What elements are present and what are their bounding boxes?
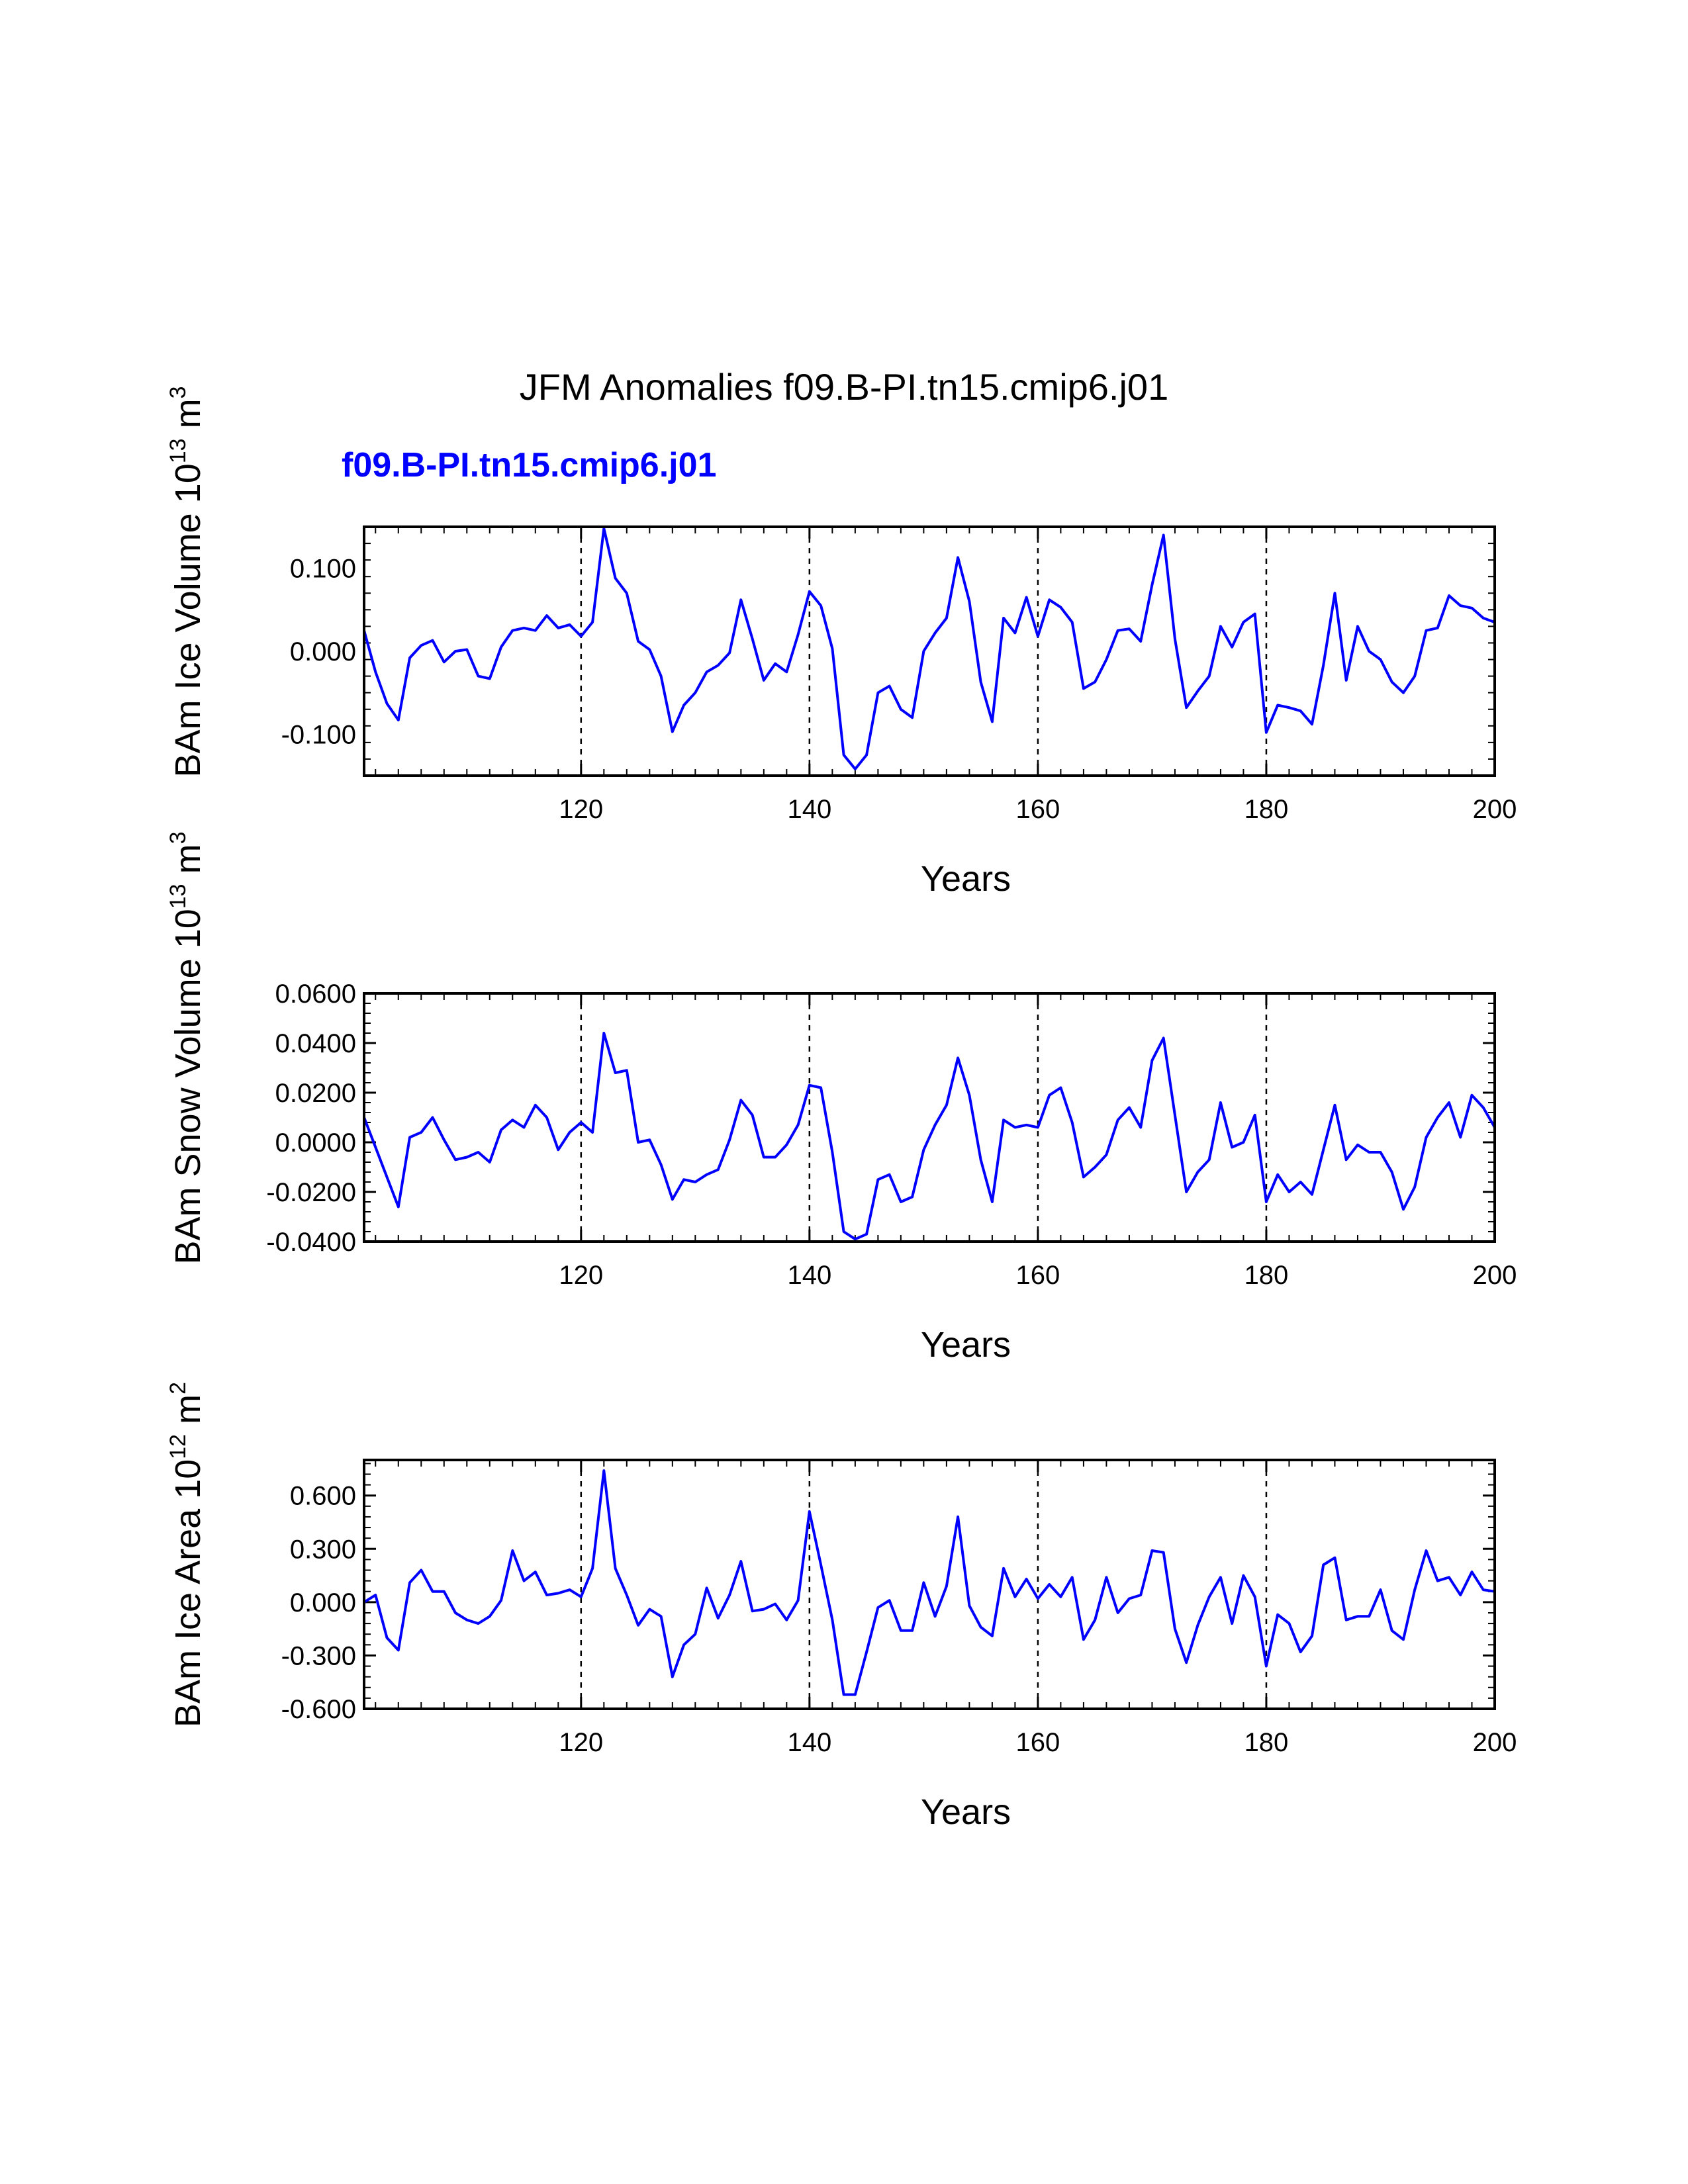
x-tick-label-120: 120	[559, 1728, 603, 1757]
y-label-unit: m	[168, 1394, 208, 1434]
x-tick-label-180: 180	[1244, 1261, 1289, 1290]
plot-frame	[363, 1459, 1496, 1710]
y-label-exponent: 13	[165, 884, 191, 909]
y-label-unit-exponent: 3	[165, 387, 191, 399]
series-line	[363, 1469, 1495, 1696]
y-tick-label: -0.0200	[266, 1178, 356, 1207]
x-axis-label: Years	[921, 1792, 1011, 1832]
y-tick-label: 0.0000	[275, 1128, 356, 1158]
x-tick-label-160: 160	[1016, 795, 1060, 824]
y-label-exponent: 12	[165, 1434, 191, 1459]
y-tick-label: 0.0600	[275, 979, 356, 1009]
x-tick-label-140: 140	[787, 795, 831, 824]
x-tick-label-160: 160	[1016, 1261, 1060, 1290]
x-tick-label-140: 140	[787, 1728, 831, 1757]
y-tick-label: 0.100	[290, 555, 356, 584]
panel-2: 120 140 160 180 200 -0.0400 -0.0200 0.0000 0.020…	[165, 831, 1517, 1365]
y-label-exponent: 13	[165, 438, 191, 463]
y-label-unit-exponent: 3	[165, 831, 191, 844]
plot-frame	[363, 992, 1496, 1243]
series-line	[363, 1032, 1496, 1241]
y-tick-label: 0.000	[290, 637, 356, 666]
x-tick-label-120: 120	[559, 1261, 603, 1290]
y-axis-label: BAm Snow Volume 1013 m3	[165, 831, 208, 1264]
y-tick-label: 0.600	[290, 1482, 356, 1511]
y-label-unit: m	[168, 844, 208, 884]
x-tick-label-200: 200	[1473, 1261, 1517, 1290]
y-axis-label: BAm Ice Volume 1013 m3	[165, 387, 208, 778]
x-tick-label-140: 140	[787, 1261, 831, 1290]
y-tick-label: 0.0200	[275, 1079, 356, 1108]
y-label-main: BAm Snow Volume 10	[168, 909, 208, 1264]
y-label-main: BAm Ice Area 10	[168, 1459, 208, 1727]
y-tick-label: 0.0400	[275, 1029, 356, 1058]
plot-frame	[363, 525, 1496, 777]
y-label-main: BAm Ice Volume 10	[168, 463, 208, 777]
x-tick-label-180: 180	[1244, 1728, 1289, 1757]
y-label-unit: m	[168, 398, 208, 438]
y-tick-label: -0.600	[281, 1695, 356, 1724]
x-tick-label-120: 120	[559, 795, 603, 824]
y-tick-label: -0.100	[281, 720, 356, 749]
y-tick-label: -0.0400	[266, 1228, 356, 1257]
y-tick-label: -0.300	[281, 1641, 356, 1670]
series-line	[363, 527, 1495, 770]
x-tick-label-180: 180	[1244, 795, 1289, 824]
x-axis-label: Years	[921, 1325, 1011, 1365]
y-tick-label: 0.300	[290, 1535, 356, 1564]
panel-3: 120 140 160 180 200 -0.600 -0.300 0.000 0.300 0.6…	[165, 1382, 1517, 1832]
x-tick-label-200: 200	[1473, 795, 1517, 824]
chart-title: JFM Anomalies f09.B-PI.tn15.cmip6.j01	[520, 366, 1168, 408]
x-axis-label: Years	[921, 859, 1011, 899]
chart-subtitle: f09.B-PI.tn15.cmip6.j01	[342, 446, 716, 484]
x-tick-label-200: 200	[1473, 1728, 1517, 1757]
y-axis-label: BAm Ice Area 1012 m2	[165, 1382, 208, 1727]
y-tick-label: 0.000	[290, 1588, 356, 1617]
x-tick-label-160: 160	[1016, 1728, 1060, 1757]
panels-group: 120 140 160 180 200 -0.100 0.000 0.100 Years BAm …	[165, 387, 1517, 1833]
panel-1: 120 140 160 180 200 -0.100 0.000 0.100 Years BAm …	[165, 387, 1517, 899]
y-label-unit-exponent: 2	[165, 1382, 191, 1394]
